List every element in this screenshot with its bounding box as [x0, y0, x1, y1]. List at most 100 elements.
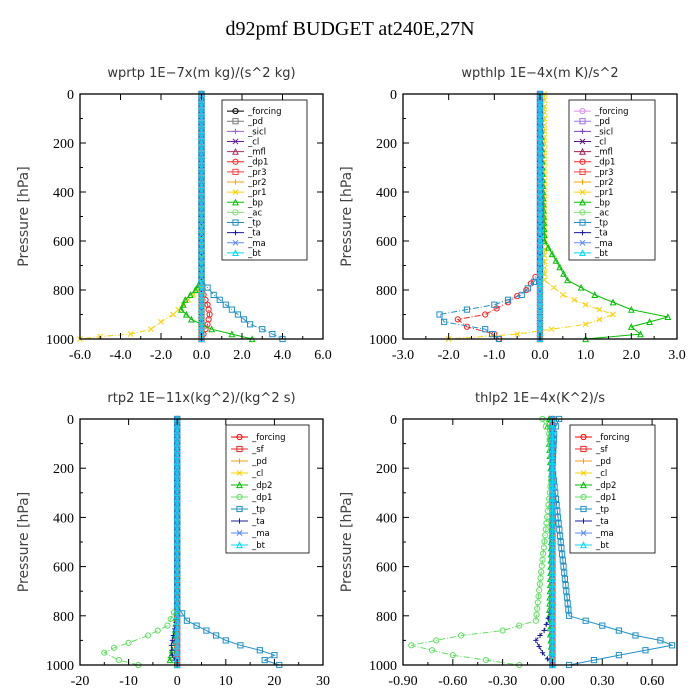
- legend-entry: _bt: [251, 541, 266, 551]
- figure-title: d92pmf BUDGET at240E,27N: [225, 18, 475, 40]
- data-point: [556, 263, 564, 271]
- x-tick-label: 2.0: [233, 348, 251, 363]
- data-point: [539, 650, 546, 656]
- data-point: [544, 243, 552, 251]
- data-point: [556, 532, 564, 539]
- data-point: [563, 588, 570, 595]
- data-point: [559, 291, 566, 298]
- series-group: [101, 415, 283, 669]
- data-point: [232, 209, 239, 216]
- x-tick-label: 20: [267, 674, 281, 689]
- data-point: [210, 291, 217, 298]
- data-point: [627, 305, 635, 313]
- y-tick-label: 0: [390, 88, 397, 103]
- legend-box: [221, 99, 308, 261]
- data-point: [579, 209, 586, 216]
- data-point: [610, 311, 617, 318]
- legend-entry: _dp2: [251, 481, 272, 491]
- data-point: [668, 642, 676, 649]
- data-point: [579, 179, 586, 185]
- data-point: [271, 652, 278, 659]
- series-line-pr1: [448, 94, 615, 340]
- y-tick-label: 0: [67, 413, 74, 428]
- data-point: [236, 505, 243, 513]
- data-point: [579, 107, 586, 115]
- x-tick-label: 2.0: [623, 348, 641, 363]
- data-point: [582, 301, 589, 308]
- data-point: [599, 622, 606, 629]
- data-point: [627, 323, 635, 330]
- data-point: [562, 581, 569, 589]
- data-point: [175, 306, 182, 313]
- data-point: [561, 575, 569, 582]
- data-point: [536, 587, 543, 594]
- y-tick-label: 200: [376, 137, 397, 152]
- data-point: [544, 507, 551, 515]
- x-tick-label: 0.60: [640, 674, 665, 689]
- legend-entry: _pd: [595, 457, 611, 467]
- data-point: [558, 545, 565, 552]
- legend-entry: _ac: [594, 208, 609, 218]
- legend-entry: _bp: [594, 198, 610, 208]
- legend-entry: _sicl: [247, 127, 266, 137]
- data-point: [579, 118, 586, 125]
- x-tick-label: -10: [119, 674, 138, 689]
- y-tick-label: 0: [67, 88, 74, 103]
- data-point: [436, 311, 443, 318]
- legend-entry: _dp1: [247, 158, 268, 168]
- data-point: [580, 505, 587, 513]
- legend-entry: _pr3: [594, 168, 614, 178]
- data-point: [563, 276, 571, 284]
- data-point: [552, 256, 560, 264]
- data-point: [579, 128, 586, 134]
- x-tick-label: 0.0: [193, 348, 211, 363]
- data-point: [514, 293, 521, 300]
- data-point: [556, 526, 563, 533]
- x-tick-label: -0.30: [488, 674, 517, 689]
- data-point: [164, 622, 171, 629]
- data-point: [186, 291, 194, 298]
- data-point: [579, 138, 586, 145]
- x-tick-label: 3.0: [668, 348, 686, 363]
- y-tick-label: 200: [53, 462, 74, 477]
- legend: _forcing_pd_sicl_cl_mfl_dp1_pr3_pr2_pr1_…: [568, 99, 656, 261]
- data-point: [208, 325, 216, 333]
- data-point: [236, 493, 243, 501]
- legend-entry: _cl: [247, 137, 259, 147]
- x-tick-label: 0.0: [531, 348, 549, 363]
- legend-entry: _dp1: [251, 493, 272, 503]
- legend-box: [568, 99, 656, 261]
- x-tick-label: 6.0: [314, 348, 332, 363]
- data-point: [127, 331, 134, 338]
- y-axis-label: Pressure [hPa]: [16, 166, 32, 266]
- x-tick-label: -6.0: [69, 348, 91, 363]
- x-tick-label: 0.30: [590, 674, 615, 689]
- data-point: [232, 239, 239, 246]
- series-group: [436, 90, 672, 343]
- legend-entry: _tp: [594, 219, 608, 229]
- y-axis-label: Pressure [hPa]: [339, 492, 355, 592]
- data-point: [542, 526, 549, 533]
- data-point: [232, 219, 239, 226]
- data-point: [101, 649, 108, 656]
- legend-entry: _forcing: [251, 433, 286, 443]
- data-point: [523, 286, 530, 294]
- x-tick-label: 0: [174, 674, 181, 689]
- data-point: [565, 606, 572, 613]
- data-point: [534, 605, 541, 612]
- data-point: [561, 569, 568, 576]
- legend-entry: _cl: [251, 469, 263, 479]
- x-tick-label: -20: [71, 674, 90, 689]
- data-point: [222, 301, 229, 308]
- legend-entry: _forcing: [247, 107, 282, 117]
- data-point: [170, 311, 177, 318]
- x-tick-label: -0.90: [388, 674, 417, 689]
- data-point: [554, 514, 562, 521]
- data-point: [535, 593, 542, 600]
- data-point: [516, 622, 523, 629]
- data-point: [147, 326, 154, 333]
- data-point: [541, 627, 547, 634]
- data-point: [590, 656, 598, 664]
- data-point: [181, 296, 189, 303]
